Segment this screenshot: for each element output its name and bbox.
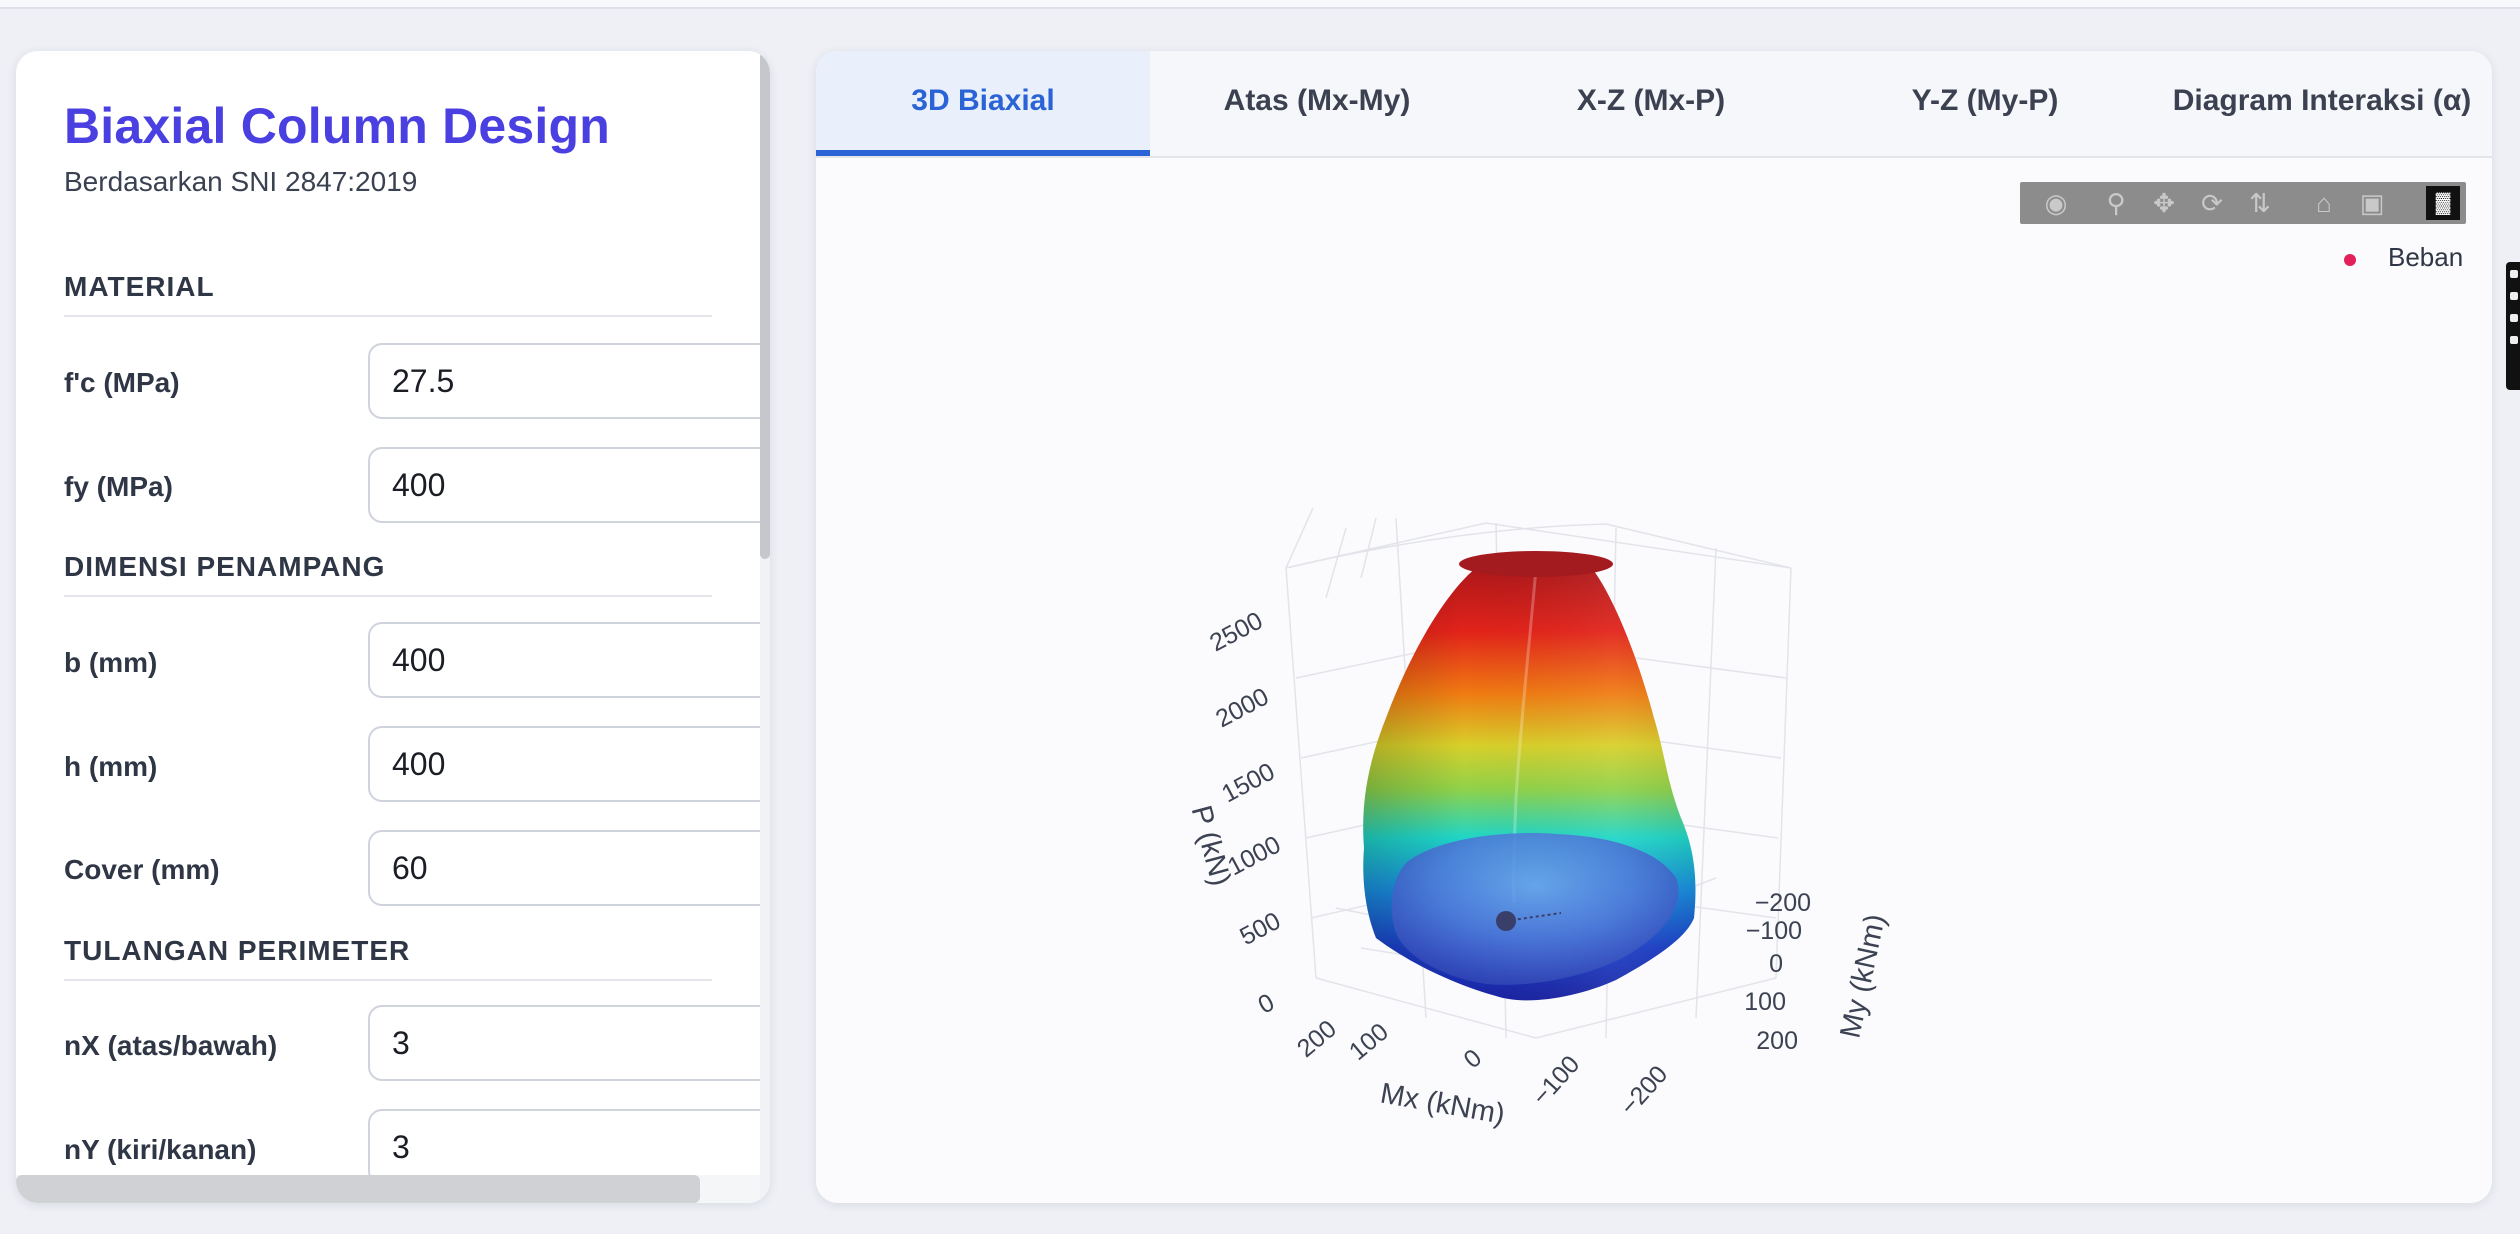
- side-widget-icon: [2510, 336, 2518, 344]
- input-panel-content[interactable]: Biaxial Column Design Berdasarkan SNI 28…: [16, 51, 760, 1203]
- orbit-icon[interactable]: ⟳: [2201, 188, 2223, 218]
- plotly-logo-icon[interactable]: ▓: [2426, 186, 2460, 220]
- tab-yz-my-p[interactable]: Y-Z (My-P): [1911, 84, 2059, 117]
- section-dimensions: DIMENSI PENAMPANG: [64, 551, 712, 597]
- mx-tick-neg200: −200: [1615, 1060, 1673, 1121]
- surface-plot-svg[interactable]: 0 500 1000 1500 2000 2500 P (kN) 200 100…: [816, 158, 2492, 1203]
- mx-tick-0: 0: [1459, 1044, 1488, 1074]
- legend-label: Beban: [2388, 242, 2464, 272]
- side-toolbar-widget[interactable]: [2506, 262, 2520, 390]
- my-tick-200: 200: [1756, 1027, 1798, 1055]
- nx-label: nX (atas/bawah): [64, 1030, 278, 1061]
- my-tick-0: 0: [1769, 950, 1783, 978]
- mx-tick-200: 200: [1292, 1015, 1342, 1063]
- legend-marker-icon: [2344, 254, 2356, 266]
- tab-diagram-interaksi[interactable]: Diagram Interaksi (α): [2172, 84, 2472, 117]
- cover-label: Cover (mm): [64, 854, 220, 885]
- plot-modebar: ◉ ⚲ ✥ ⟳ ⇅ ⌂ ▣ ▓: [2020, 182, 2466, 224]
- nx-input[interactable]: [368, 1005, 760, 1081]
- fc-label: f'c (MPa): [64, 367, 180, 398]
- app-subtitle: Berdasarkan SNI 2847:2019: [64, 166, 418, 197]
- side-widget-icon: [2510, 314, 2518, 322]
- p-tick-500: 500: [1235, 907, 1285, 951]
- b-input[interactable]: [368, 622, 760, 698]
- mx-tick-neg100: −100: [1527, 1050, 1585, 1111]
- mx-tick-100: 100: [1344, 1018, 1394, 1066]
- fy-input[interactable]: [368, 447, 760, 523]
- visualization-panel: 3D Biaxial Atas (Mx-My) X-Z (Mx-P) Y-Z (…: [816, 51, 2492, 1203]
- p-tick-2500: 2500: [1205, 607, 1267, 658]
- input-panel: Biaxial Column Design Berdasarkan SNI 28…: [16, 51, 770, 1203]
- horizontal-scrollbar[interactable]: [16, 1175, 760, 1203]
- app-title: Biaxial Column Design: [64, 98, 610, 154]
- section-material: MATERIAL: [64, 271, 712, 317]
- vertical-scrollbar[interactable]: [760, 51, 770, 1203]
- camera-icon[interactable]: ◉: [2044, 188, 2068, 218]
- h-label: h (mm): [64, 751, 158, 782]
- section-rebar: TULANGAN PERIMETER: [64, 935, 712, 981]
- mx-axis-title: Mx (kNm): [1378, 1077, 1507, 1130]
- p-tick-2000: 2000: [1211, 683, 1273, 734]
- home-icon[interactable]: ⌂: [2316, 188, 2332, 218]
- surface-top-cap: [1459, 551, 1613, 577]
- horizontal-scroll-thumb[interactable]: [16, 1175, 700, 1203]
- p-tick-0: 0: [1254, 988, 1279, 1019]
- plot-3d-area[interactable]: 0 500 1000 1500 2000 2500 P (kN) 200 100…: [816, 158, 2492, 1203]
- my-axis-ticks: −200 −100 0 100 200: [1744, 889, 1811, 1055]
- fy-label: fy (MPa): [64, 471, 173, 502]
- p-tick-1500: 1500: [1217, 758, 1279, 809]
- my-tick-100: 100: [1744, 988, 1786, 1016]
- zoom-icon[interactable]: ⚲: [2106, 188, 2126, 218]
- b-label: b (mm): [64, 647, 158, 678]
- camera-view-icon[interactable]: ▣: [2359, 188, 2385, 218]
- p-axis-title: P (kN): [1185, 802, 1237, 889]
- my-tick-neg100: −100: [1746, 917, 1802, 945]
- surface-bottom-cap: [1391, 833, 1679, 985]
- side-widget-icon: [2510, 270, 2518, 278]
- tab-bar: 3D Biaxial Atas (Mx-My) X-Z (Mx-P) Y-Z (…: [816, 51, 2492, 158]
- cover-input[interactable]: [368, 830, 760, 906]
- pan-icon[interactable]: ✥: [2153, 188, 2175, 218]
- ny-label: nY (kiri/kanan): [64, 1134, 257, 1165]
- h-input[interactable]: [368, 726, 760, 802]
- tab-atas-mx-my[interactable]: Atas (Mx-My): [1223, 84, 1411, 117]
- side-widget-icon: [2510, 292, 2518, 300]
- tab-xz-mx-p[interactable]: X-Z (Mx-P): [1576, 84, 1726, 117]
- ny-input[interactable]: [368, 1109, 760, 1185]
- top-border: [0, 0, 2520, 9]
- tab-3d-biaxial[interactable]: 3D Biaxial: [816, 51, 1150, 156]
- vertical-scroll-thumb[interactable]: [760, 51, 770, 559]
- turntable-icon[interactable]: ⇅: [2249, 188, 2271, 218]
- my-tick-neg200: −200: [1755, 889, 1811, 917]
- fc-input[interactable]: [368, 343, 760, 419]
- my-axis-title: My (kNm): [1834, 911, 1891, 1041]
